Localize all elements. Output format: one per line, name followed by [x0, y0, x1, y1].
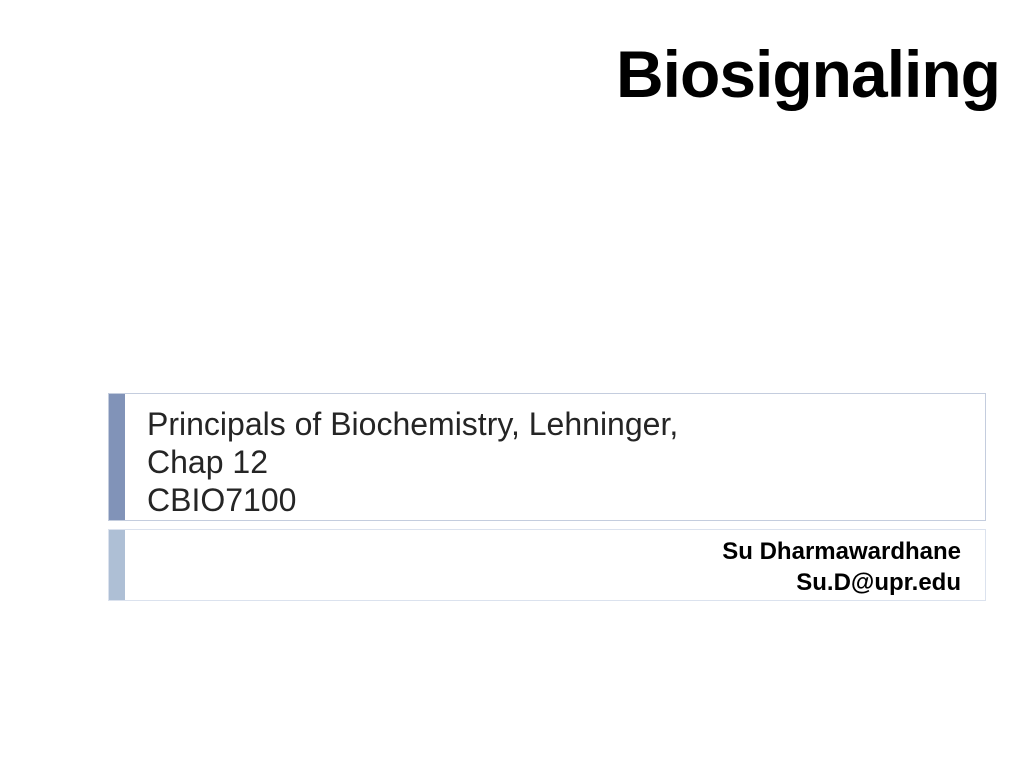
author-name: Su Dharmawardhane [125, 536, 961, 567]
subtitle-line2: Chap 12 [147, 444, 678, 482]
author-text: Su Dharmawardhane Su.D@upr.edu [125, 530, 985, 600]
subtitle-line1: Principals of Biochemistry, Lehninger, [147, 406, 678, 444]
subtitle-box: Principals of Biochemistry, Lehninger, C… [108, 393, 986, 521]
author-email: Su.D@upr.edu [125, 567, 961, 598]
author-accent-bar [109, 530, 125, 600]
author-box: Su Dharmawardhane Su.D@upr.edu [108, 529, 986, 601]
subtitle-text: Principals of Biochemistry, Lehninger, C… [125, 394, 678, 520]
slide: Biosignaling Principals of Biochemistry,… [0, 0, 1020, 765]
subtitle-line3: CBIO7100 [147, 482, 678, 520]
subtitle-accent-bar [109, 394, 125, 520]
slide-title: Biosignaling [616, 36, 1000, 112]
